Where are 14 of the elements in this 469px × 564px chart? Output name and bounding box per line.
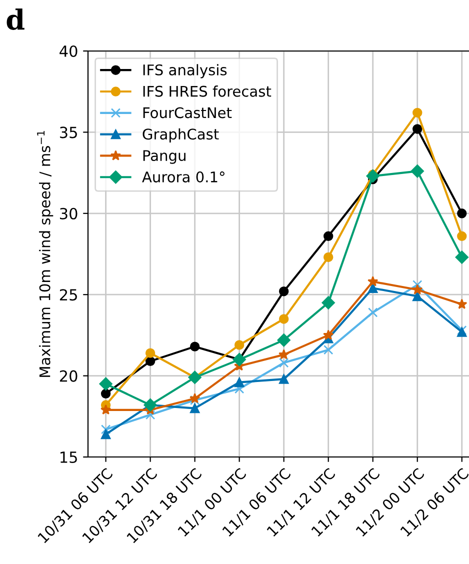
y-tick-label: 40 bbox=[60, 45, 78, 58]
legend-label: GraphCast bbox=[142, 128, 219, 142]
y-tick-label: 35 bbox=[60, 126, 77, 138]
y-tick-label: 20 bbox=[60, 370, 78, 382]
legend-label: Pangu bbox=[143, 150, 186, 164]
legend-label: Aurora 0.1° bbox=[142, 171, 224, 182]
legend-label: IFS HRES forecast bbox=[143, 86, 272, 97]
y-axis-title: Maximum 10m wind speed / ms$^{−1}$ bbox=[37, 131, 54, 377]
chart-title: d bbox=[6, 8, 24, 30]
y-tick-label: 15 bbox=[60, 452, 77, 464]
legend-label: IFS analysis bbox=[143, 64, 227, 78]
y-tick-label: 30 bbox=[60, 208, 78, 220]
legend-label: FourCastNet bbox=[143, 107, 232, 118]
y-tick-label: 25 bbox=[60, 289, 77, 301]
